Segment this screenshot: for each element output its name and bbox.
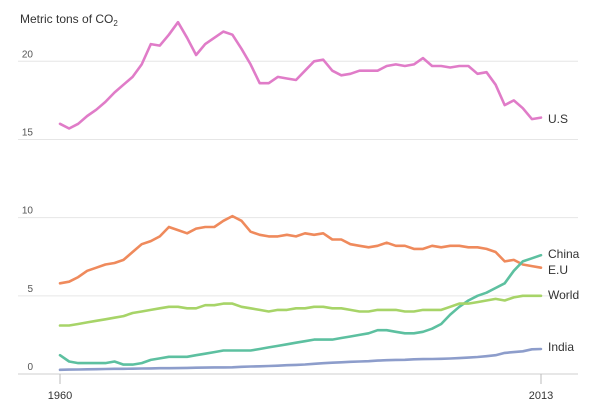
series-line-us (58, 20, 543, 130)
y-axis-title: Metric tons of CO2 (20, 12, 118, 28)
y-tick-label: 10 (22, 206, 34, 217)
series-line-eu (58, 214, 543, 285)
y-tick-label: 5 (27, 284, 33, 295)
x-tick-label: 1960 (48, 390, 72, 402)
series-lines (58, 20, 543, 372)
x-tick-marks: 1960 2013 (48, 374, 553, 402)
y-axis-title-main: Metric tons of CO (20, 12, 113, 26)
series-label-world: World (548, 288, 579, 302)
series-label-china: China (548, 247, 580, 261)
y-tick-label: 20 (22, 49, 34, 60)
series-label-india: India (548, 340, 574, 354)
series-line-world (58, 294, 543, 327)
y-tick-label: 0 (27, 362, 33, 373)
series-line-india (58, 347, 543, 372)
gridlines (18, 60, 578, 297)
series-line-china (58, 253, 543, 366)
series-label-eu: E.U (548, 263, 568, 277)
x-tick-label: 2013 (529, 390, 553, 402)
y-axis-title-subscript: 2 (113, 19, 118, 28)
y-tick-labels: 0 5 10 15 20 (22, 49, 34, 373)
series-label-us: U.S (548, 112, 568, 126)
y-tick-label: 15 (22, 127, 34, 138)
